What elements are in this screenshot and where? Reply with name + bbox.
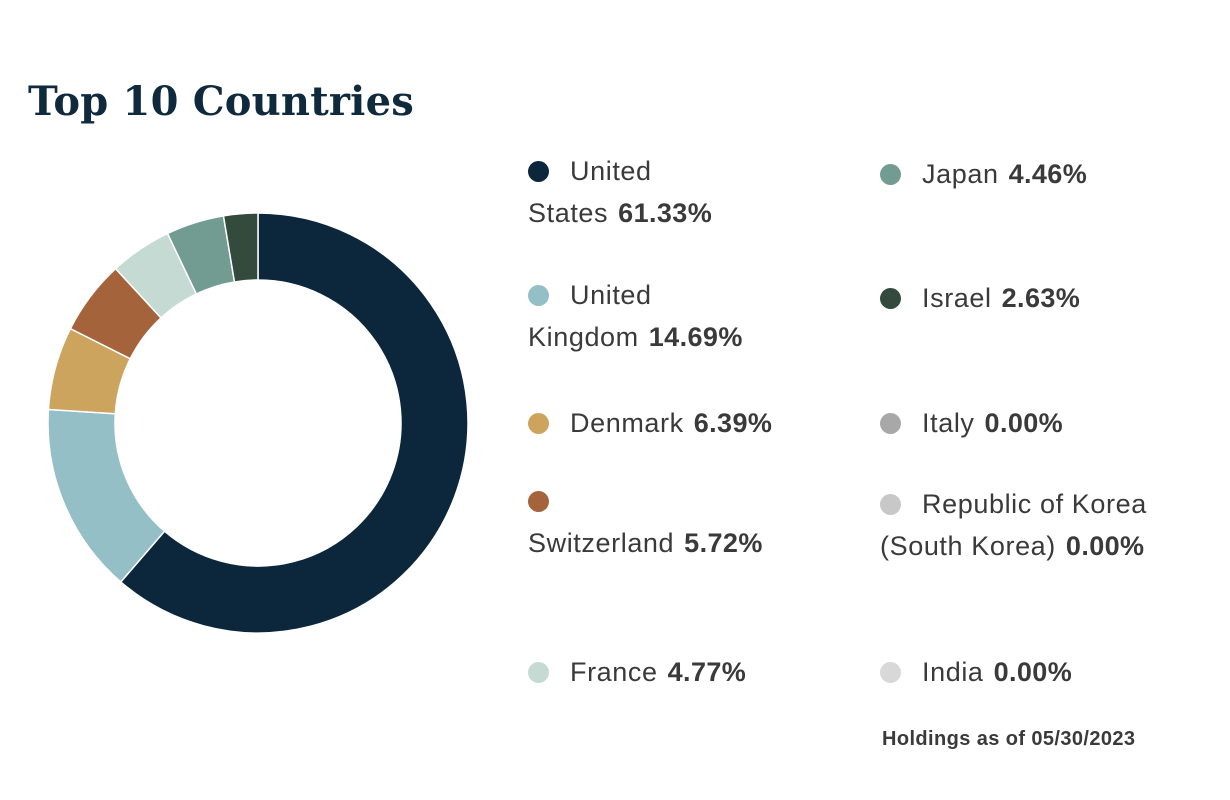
legend-swatch [880,662,901,683]
legend-value: 4.77% [667,657,747,687]
legend-item-india: India 0.00% [880,651,1200,693]
legend-label: Denmark [570,408,684,438]
legend-item-denmark: Denmark 6.39% [528,402,828,444]
donut-chart-svg [47,212,469,634]
legend-label: India [922,657,984,687]
donut-slice-israel [222,212,259,283]
legend-swatch [880,494,901,515]
legend-swatch [528,413,549,434]
legend-value: 0.00% [984,408,1064,438]
legend-value: 4.46% [1008,159,1088,189]
legend-item-switzerland: Switzerland 5.72% [528,480,762,564]
legend-value: 0.00% [993,657,1073,687]
legend-label: France [570,657,658,687]
legend-item-japan: Japan 4.46% [880,153,1200,195]
holdings-date-note: Holdings as of 05/30/2023 [882,728,1136,750]
legend-label: Israel [922,283,992,313]
legend-value: 2.63% [1001,283,1081,313]
legend-swatch [528,285,549,306]
legend-label: Italy [922,408,975,438]
legend-label: United States [528,156,652,228]
donut-slice-united-states [119,212,469,634]
legend-label: Japan [922,159,999,189]
chart-title: Top 10 Countries [28,78,414,125]
legend-label: Switzerland [528,528,675,558]
legend-item-united-kingdom: United Kingdom 14.69% [528,274,828,358]
donut-chart [38,203,478,643]
legend-value: 61.33% [618,198,713,228]
legend-swatch [528,161,549,182]
legend-swatch [528,662,549,683]
legend-swatch [528,491,549,512]
legend-item-united-states: United States 61.33% [528,150,828,234]
legend-value: 5.72% [684,528,763,558]
legend-value: 14.69% [648,322,743,352]
legend-value: 0.00% [1065,531,1145,561]
legend-item-israel: Israel 2.63% [880,277,1200,319]
legend-swatch [880,164,901,185]
legend-value: 6.39% [693,408,773,438]
legend-swatch [880,413,901,434]
legend-swatch [880,288,901,309]
legend-label: Republic of Korea (South Korea) [880,489,1147,561]
legend-item-republic-of-korea: Republic of Korea (South Korea) 0.00% [880,483,1200,567]
legend-label: United Kingdom [528,280,652,352]
legend-item-italy: Italy 0.00% [880,402,1200,444]
legend-item-france: France 4.77% [528,651,828,693]
